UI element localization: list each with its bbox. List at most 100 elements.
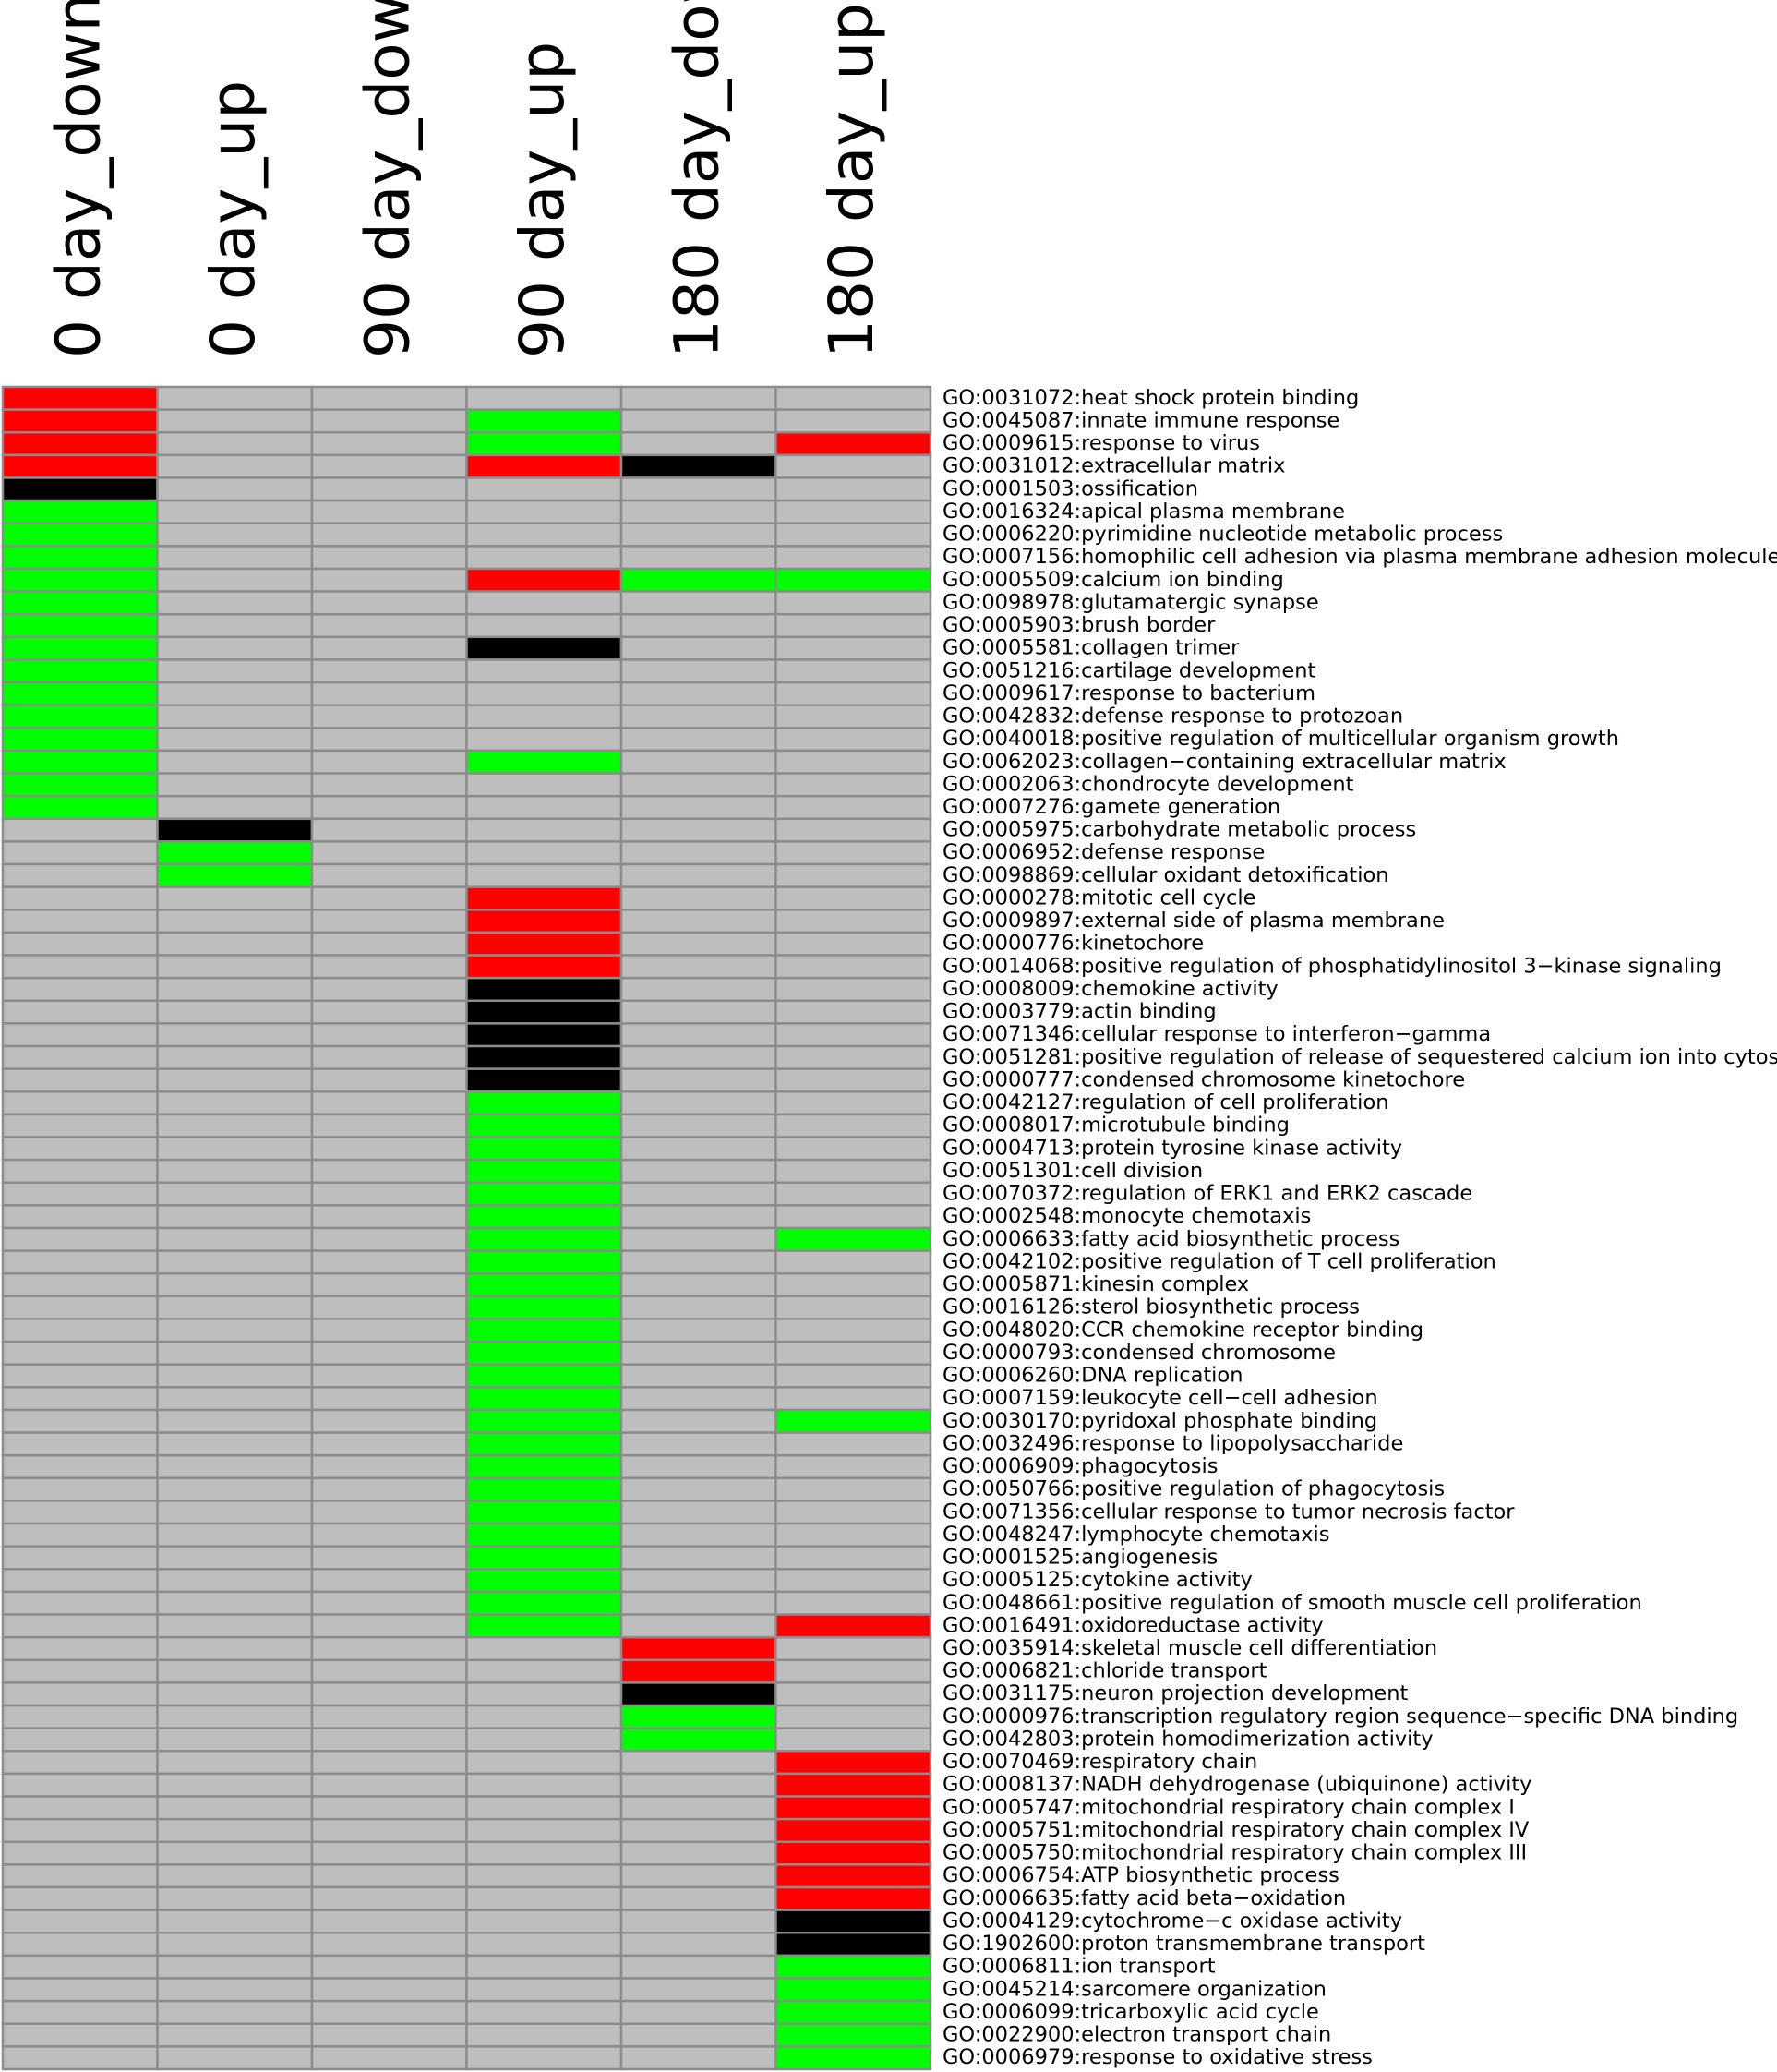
heatmap-cell: [619, 1613, 777, 1639]
heatmap-cell: [619, 862, 777, 888]
heatmap-cell: [465, 1363, 623, 1389]
heatmap-cell: [310, 931, 468, 957]
heatmap-cell: [156, 1249, 314, 1275]
row-label: GO:0000776:kinetochore: [943, 932, 1204, 956]
heatmap-cell: [465, 1795, 623, 1821]
heatmap-cell: [619, 1249, 777, 1275]
heatmap-cell: [156, 1181, 314, 1207]
heatmap-cell: [619, 727, 777, 753]
heatmap-cell: [310, 1635, 468, 1662]
heatmap-cell: [619, 612, 777, 639]
heatmap-cell: [310, 635, 468, 661]
heatmap-cell: [1, 749, 159, 775]
heatmap-cell: [774, 1113, 932, 1138]
heatmap-cell: [156, 1158, 314, 1185]
heatmap-cell: [619, 1295, 777, 1320]
heatmap-cell: [619, 1704, 777, 1729]
heatmap-cell: [1, 1999, 159, 2026]
heatmap-cell: [310, 954, 468, 980]
heatmap-cell: [310, 817, 468, 843]
heatmap-cell: [774, 612, 932, 639]
heatmap-cell: [310, 885, 468, 911]
heatmap-cell: [310, 727, 468, 753]
heatmap-cell: [619, 1476, 777, 1502]
heatmap-cell: [1, 1522, 159, 1548]
heatmap-cell: [310, 590, 468, 616]
heatmap-cell: [619, 1568, 777, 1594]
heatmap-cell: [465, 1840, 623, 1866]
row-label: GO:0048247:lymphocyte chemotaxis: [943, 1523, 1329, 1547]
column-label: 0 day_down: [42, 0, 114, 358]
heatmap-cell: [774, 1090, 932, 1116]
heatmap-cell: [465, 1271, 623, 1298]
heatmap-cell: [1, 1431, 159, 1457]
heatmap-cell: [1, 1113, 159, 1138]
heatmap-cell: [156, 1295, 314, 1320]
heatmap-cell: [774, 976, 932, 1003]
heatmap-cell: [619, 453, 777, 479]
row-label: GO:0042127:regulation of cell proliferat…: [943, 1090, 1388, 1114]
heatmap-cell: [465, 1977, 623, 2003]
heatmap-cell: [1, 1271, 159, 1298]
heatmap-cell: [156, 430, 314, 457]
heatmap-cell: [465, 1863, 623, 1889]
row-label: GO:0042102:positive regulation of T cell…: [943, 1249, 1496, 1273]
heatmap-cell: [156, 1522, 314, 1548]
row-label: GO:0042803:protein homodimerization acti…: [943, 1727, 1434, 1751]
heatmap-cell: [619, 1453, 777, 1480]
heatmap-cell: [774, 727, 932, 753]
heatmap-cell: [774, 909, 932, 934]
heatmap-cell: [774, 590, 932, 616]
heatmap-cell: [310, 1932, 468, 1958]
heatmap-cell: [1, 862, 159, 888]
heatmap-cell: [1, 1545, 159, 1571]
heatmap-cell: [310, 2022, 468, 2048]
heatmap-cell: [310, 1067, 468, 1093]
heatmap-cell: [310, 862, 468, 888]
heatmap-cell: [774, 1249, 932, 1275]
heatmap-cell: [156, 1635, 314, 1662]
heatmap-cell: [465, 1590, 623, 1616]
heatmap-cell: [156, 1090, 314, 1116]
heatmap-cell: [619, 840, 777, 866]
heatmap-cell: [619, 1158, 777, 1185]
heatmap-cell: [310, 476, 468, 502]
heatmap-cell: [1, 1795, 159, 1821]
heatmap-cell: [1, 1363, 159, 1389]
heatmap-cell: [619, 1271, 777, 1298]
heatmap-cell: [156, 1704, 314, 1729]
heatmap-cell: [310, 1590, 468, 1616]
heatmap-cell: [310, 1363, 468, 1389]
heatmap-cell: [310, 1840, 468, 1866]
heatmap-cell: [156, 1613, 314, 1639]
heatmap-cell: [619, 1999, 777, 2026]
heatmap-cell: [619, 1386, 777, 1412]
row-label: GO:0006979:response to oxidative stress: [943, 2045, 1373, 2069]
heatmap-cell: [619, 2045, 777, 2071]
heatmap-cell: [156, 1476, 314, 1502]
heatmap-cell: [1, 999, 159, 1025]
heatmap-cell: [156, 817, 314, 843]
heatmap-cell: [310, 545, 468, 571]
heatmap-cell: [156, 704, 314, 729]
row-label: GO:1902600:proton transmembrane transpor…: [943, 1932, 1425, 1956]
heatmap-cell: [774, 1181, 932, 1207]
heatmap-cell: [310, 1431, 468, 1457]
row-label: GO:0051216:cartilage development: [943, 658, 1316, 682]
heatmap-cell: [156, 1113, 314, 1138]
heatmap-cell: [774, 1954, 932, 1980]
heatmap-cell: [774, 1590, 932, 1616]
heatmap-cell: [1, 1681, 159, 1707]
heatmap-cell: [1, 1704, 159, 1729]
heatmap-cell: [774, 1044, 932, 1070]
heatmap-cell: [774, 1840, 932, 1866]
heatmap-cell: [774, 1568, 932, 1594]
heatmap-cell: [310, 1090, 468, 1116]
row-label: GO:0007159:leukocyte cell−cell adhesion: [943, 1386, 1378, 1410]
heatmap-cell: [1, 1909, 159, 1934]
heatmap-cell: [619, 385, 777, 411]
heatmap-cell: [619, 1545, 777, 1571]
heatmap-cell: [1, 909, 159, 934]
heatmap-cell: [310, 1136, 468, 1162]
heatmap-cell: [310, 1613, 468, 1639]
